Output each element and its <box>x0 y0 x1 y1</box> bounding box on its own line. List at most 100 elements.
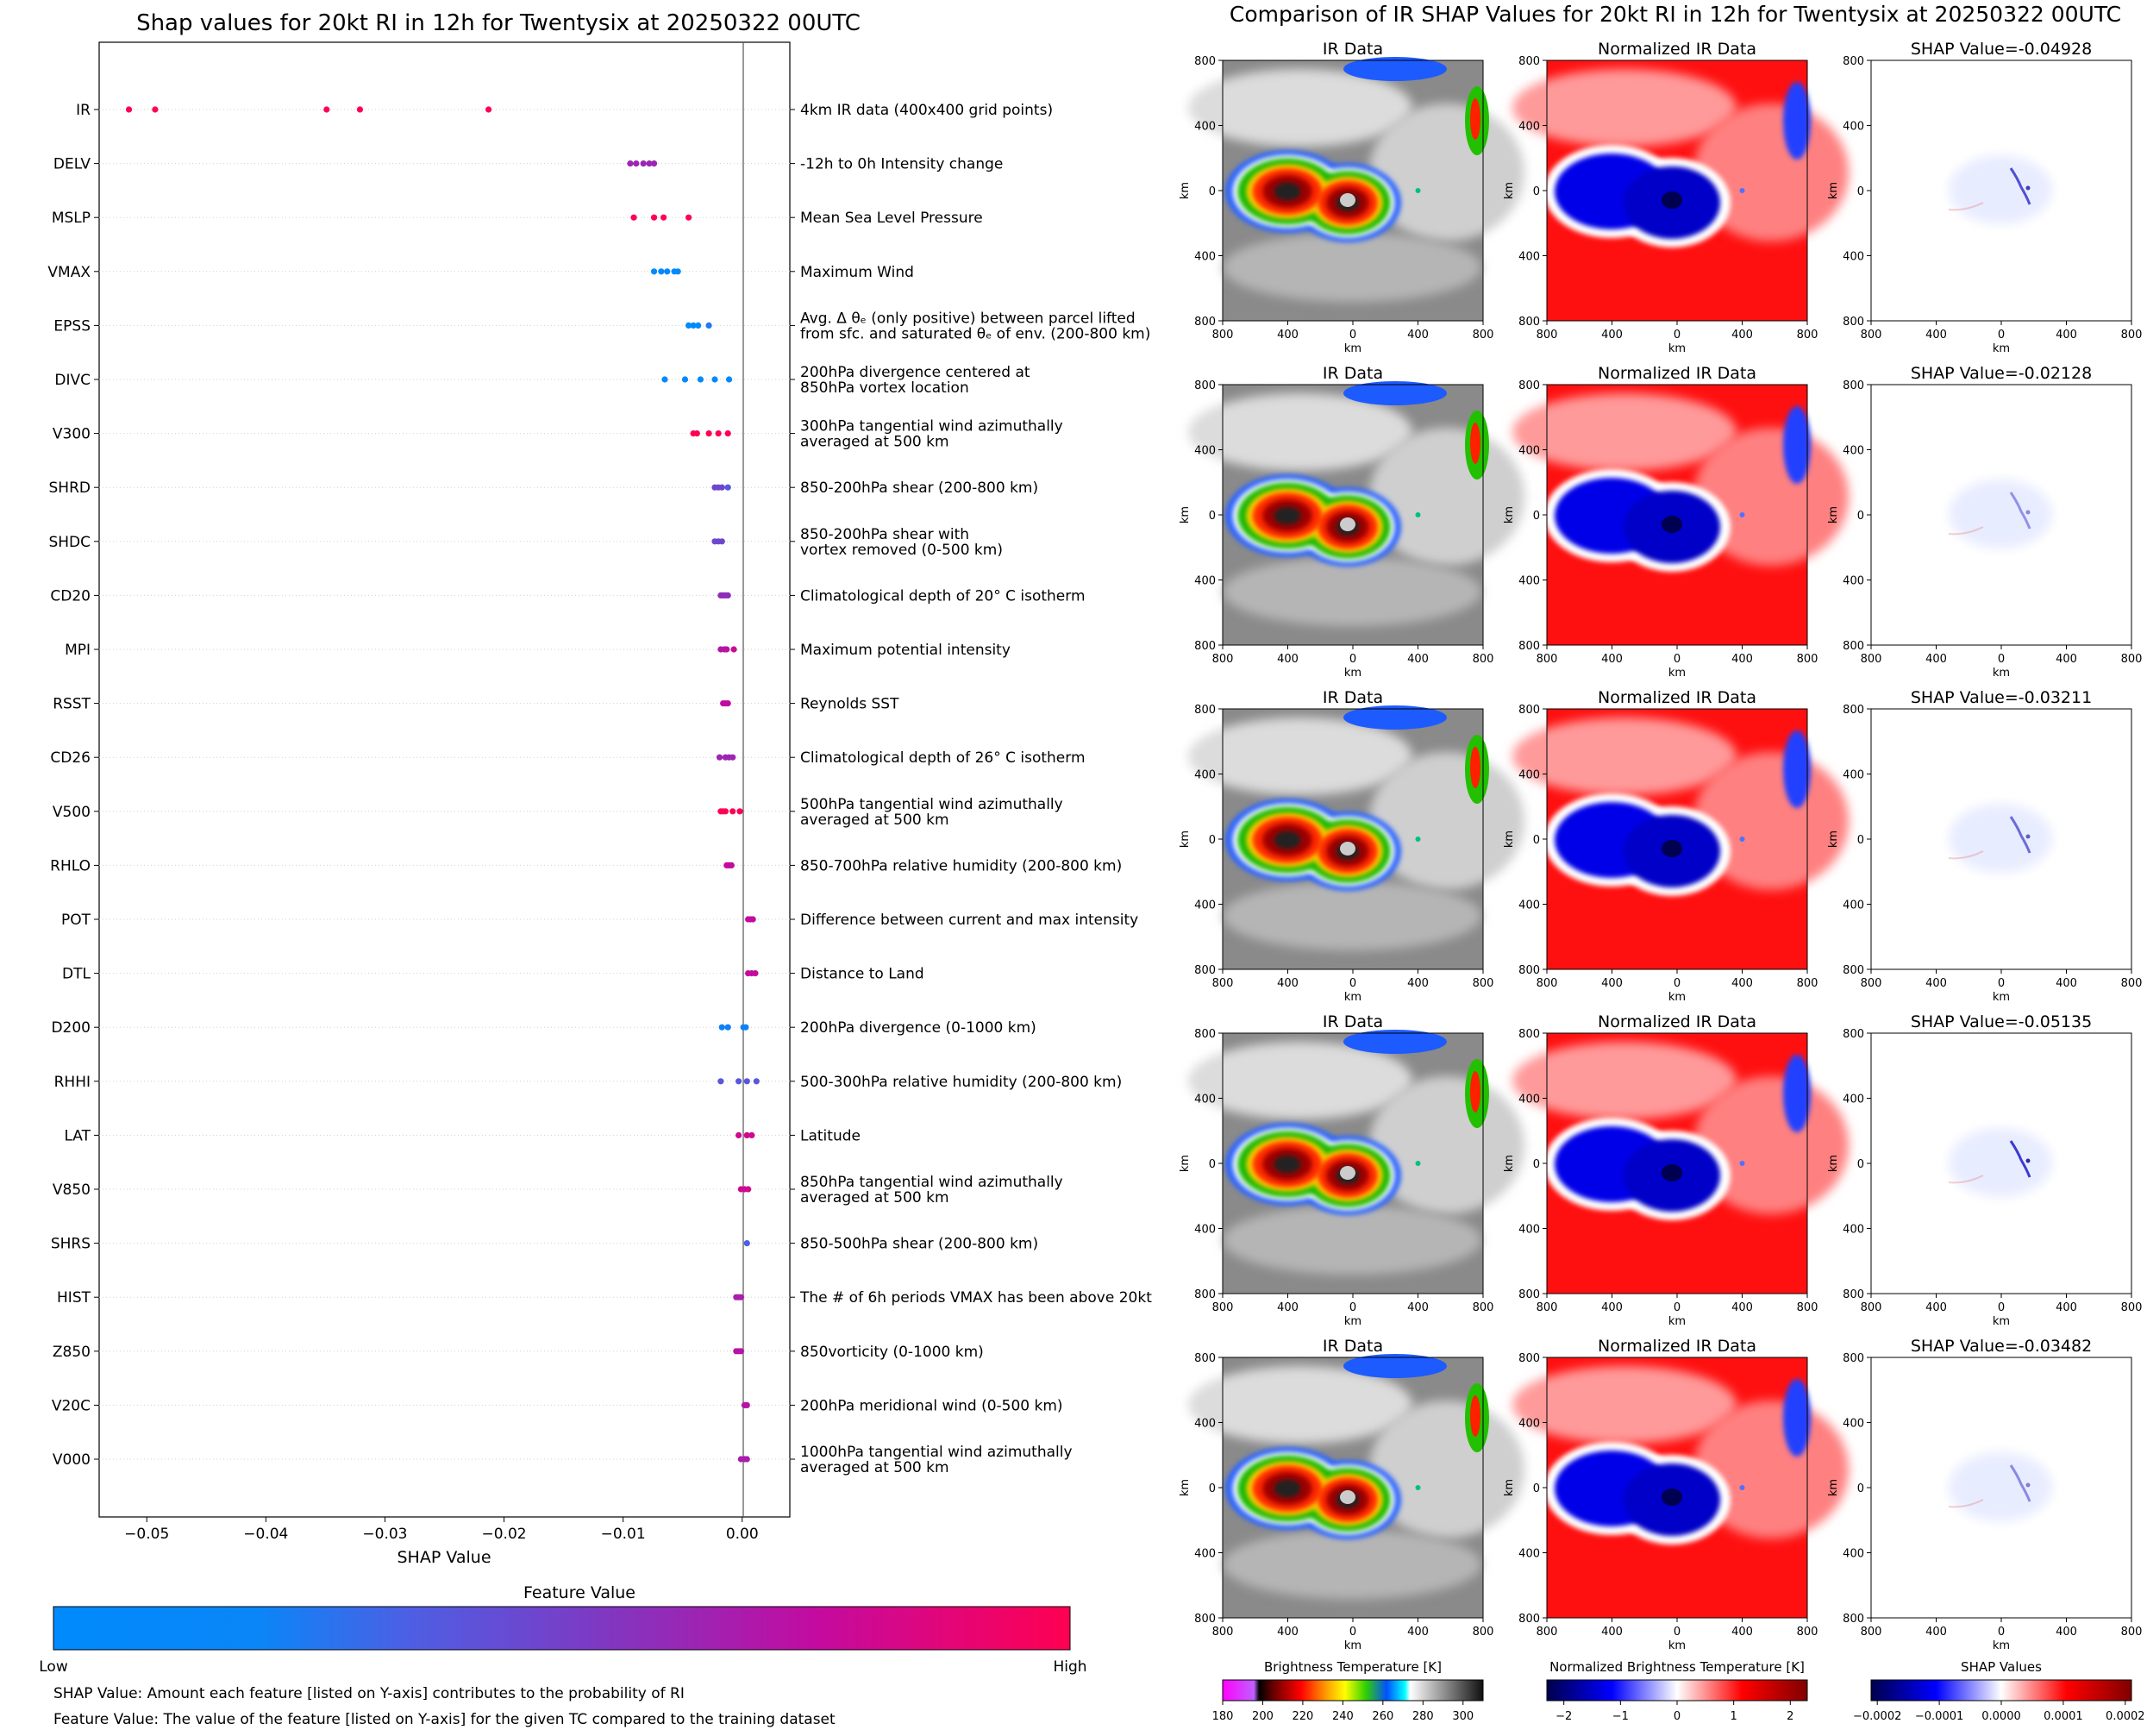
cold-cloud-strip <box>1343 1030 1447 1054</box>
shap-feature <box>2025 185 2031 191</box>
shap-point <box>646 160 653 167</box>
y-tick-label: 800 <box>1843 1352 1864 1365</box>
x-tick-label: 800 <box>1473 1626 1494 1639</box>
shap-point <box>753 1078 760 1085</box>
colorbar-tick-label: 220 <box>1293 1710 1314 1723</box>
shap-point <box>650 214 658 221</box>
colorbar-tick-label: 180 <box>1212 1710 1234 1723</box>
shap-point <box>125 106 133 113</box>
shap-point <box>723 646 730 653</box>
feature-row-rhlo: RHLO 850-700hPa relative humidity (200-80… <box>50 857 1122 874</box>
small-cell <box>1739 188 1745 193</box>
shap-point <box>650 160 658 167</box>
x-tick-label: 400 <box>2056 1626 2077 1639</box>
feature-label: DIVC <box>54 372 91 389</box>
y-tick-label: 400 <box>1194 121 1216 134</box>
shap-point <box>323 106 330 113</box>
feature-label: MSLP <box>52 210 91 227</box>
x-tick-label: 400 <box>1407 1626 1429 1639</box>
panel-r4-c2: 800 400 0 400 8008004000400800kmkmNormalized… <box>1503 1012 1849 1328</box>
shap-value-title: SHAP Value=-0.04928 <box>1911 40 2092 59</box>
y-tick-label: 400 <box>1843 1418 1864 1431</box>
feature-description: averaged at 500 km <box>800 1459 949 1476</box>
x-tick-label: 400 <box>1925 329 1947 342</box>
feature-description: 850-200hPa shear with <box>800 526 969 543</box>
x-tick-label: 800 <box>1797 329 1818 342</box>
shap-point <box>724 430 731 437</box>
cold-cloud-strip <box>1343 1354 1447 1378</box>
x-tick-label: 400 <box>1277 977 1299 990</box>
cold-cloud-strip <box>1343 381 1447 405</box>
x-tick-label: −0.02 <box>481 1526 526 1543</box>
x-axis-label: km <box>1344 1315 1361 1328</box>
x-tick-label: 400 <box>1731 653 1753 666</box>
feature-row-v850: V850 850hPa tangential wind azimuthallyav… <box>53 1174 1063 1206</box>
y-tick-label: 0 <box>1533 834 1540 847</box>
panel-title: IR Data <box>1323 364 1383 383</box>
x-tick-label: −0.01 <box>601 1526 646 1543</box>
y-tick-label: 800 <box>1518 704 1540 717</box>
feature-label: V000 <box>53 1451 91 1469</box>
x-tick-label: 400 <box>1407 329 1429 342</box>
feature-label: POT <box>61 912 91 929</box>
x-tick-label: 800 <box>1537 653 1558 666</box>
shap-value-title: SHAP Value=-0.05135 <box>1911 1012 2092 1031</box>
shap-feature <box>2009 1140 2031 1178</box>
y-tick-label: 400 <box>1194 445 1216 458</box>
feature-label: CD20 <box>50 587 91 605</box>
colorbar-low-label: Low <box>39 1658 68 1676</box>
y-tick-label: 0 <box>1533 185 1540 198</box>
x-tick-label: 800 <box>1797 977 1818 990</box>
storm-layer <box>1274 182 1301 201</box>
y-tick-label: 0 <box>1857 1482 1864 1495</box>
y-tick-label: 800 <box>1518 640 1540 653</box>
colorbar-high-label: High <box>1053 1658 1086 1676</box>
shap-point <box>681 376 689 383</box>
feature-row-d200: D200 200hPa divergence (0-1000 km) <box>51 1019 1036 1037</box>
y-tick-label: 800 <box>1518 1028 1540 1041</box>
y-tick-label: 800 <box>1518 55 1540 68</box>
cloud-band <box>1188 718 1412 795</box>
shap-point <box>743 1401 750 1408</box>
x-axis-label: km <box>1344 342 1361 355</box>
y-tick-label: 0 <box>1209 1158 1216 1171</box>
y-tick-label: 800 <box>1843 704 1864 717</box>
shap-value-title: SHAP Value=-0.03482 <box>1911 1337 2092 1356</box>
x-tick-label: 400 <box>1407 977 1429 990</box>
x-tick-label: 800 <box>1537 1626 1558 1639</box>
shap-point <box>485 106 492 113</box>
y-tick-label: 0 <box>1533 1482 1540 1495</box>
y-axis-label: km <box>1827 1155 1840 1172</box>
y-tick-label: 400 <box>1518 1094 1540 1106</box>
feature-description: Climatological depth of 26° C isotherm <box>800 749 1086 767</box>
shap-point <box>717 1078 724 1085</box>
feature-row-mpi: MPI Maximum potential intensity <box>65 642 1011 659</box>
shap-point <box>658 268 665 275</box>
bt-colorbar-label: Brightness Temperature [K] <box>1264 1659 1442 1675</box>
x-tick-label: 400 <box>1731 977 1753 990</box>
cloud-band <box>1188 1042 1412 1119</box>
cold-cloud-strip <box>1470 1395 1480 1437</box>
y-axis-label: km <box>1827 1479 1840 1496</box>
y-axis-label: km <box>1179 830 1192 848</box>
x-tick-label: 800 <box>1861 329 1882 342</box>
cloud-band <box>1223 557 1481 626</box>
colorbar-tick-label: −2 <box>1555 1710 1572 1723</box>
y-tick-label: 400 <box>1843 1548 1864 1561</box>
x-tick-label: 800 <box>1537 329 1558 342</box>
panel-r3-c2: 800 400 0 400 8008004000400800kmkmNormalized… <box>1503 688 1849 1004</box>
y-tick-label: 800 <box>1843 1028 1864 1041</box>
storm-layer <box>1274 506 1301 525</box>
y-tick-label: 800 <box>1843 964 1864 977</box>
shap-point <box>724 484 731 491</box>
y-tick-label: 0 <box>1209 1482 1216 1495</box>
y-tick-label: 400 <box>1843 121 1864 134</box>
y-tick-label: 800 <box>1194 640 1216 653</box>
y-tick-label: 0 <box>1209 834 1216 847</box>
feature-description: Latitude <box>800 1127 861 1144</box>
y-axis-label: km <box>1179 1479 1192 1496</box>
y-axis-label: km <box>1503 1155 1516 1172</box>
shap-point <box>685 214 692 221</box>
